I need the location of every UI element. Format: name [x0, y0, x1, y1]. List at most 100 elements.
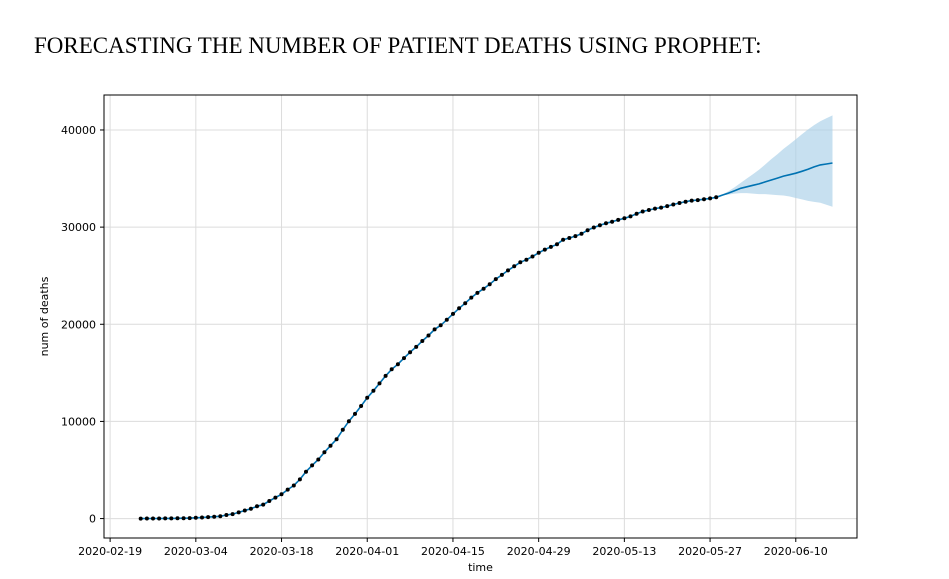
- observed-point: [248, 506, 253, 511]
- observed-point: [683, 199, 688, 204]
- observed-point: [499, 272, 504, 277]
- observed-point: [702, 197, 706, 202]
- observed-point: [200, 515, 204, 520]
- observed-point: [640, 209, 645, 214]
- observed-point: [304, 469, 308, 474]
- observed-point: [187, 516, 192, 521]
- observed-point: [653, 206, 657, 211]
- x-tick-label: 2020-05-13: [592, 545, 656, 558]
- observed-point: [463, 301, 468, 306]
- observed-point: [610, 219, 615, 224]
- axes: 2020-02-19 2020-03-04 2020-03-18 2020-04-01…: [61, 94, 858, 558]
- observed-point: [426, 333, 431, 338]
- y-tick-label: 30000: [61, 221, 96, 234]
- observed-point: [628, 214, 633, 219]
- observed-point: [261, 502, 266, 507]
- observed-point: [212, 514, 217, 519]
- observed-point: [181, 516, 186, 521]
- observed-point: [646, 208, 651, 212]
- observed-point: [677, 201, 682, 205]
- observed-point: [297, 477, 302, 482]
- observed-point: [591, 225, 596, 230]
- observed-point: [328, 443, 333, 448]
- observed-point: [493, 277, 498, 282]
- x-tick-label: 2020-04-01: [335, 545, 399, 558]
- observed-point: [604, 221, 608, 226]
- observed-point: [163, 516, 168, 521]
- observed-point: [518, 260, 523, 265]
- observed-point: [671, 202, 676, 207]
- observed-point: [346, 419, 351, 424]
- forecast-line: [140, 162, 833, 520]
- observed-point: [138, 516, 143, 521]
- y-tick-label: 20000: [61, 318, 96, 331]
- observed-point: [169, 516, 174, 521]
- observed-point: [395, 362, 400, 367]
- observed-point: [524, 257, 529, 262]
- observed-point: [438, 323, 443, 328]
- observed-point: [151, 516, 155, 521]
- observed-point: [689, 198, 694, 203]
- observed-point: [279, 492, 284, 497]
- observed-point: [616, 217, 621, 222]
- observed-point: [389, 367, 394, 372]
- observed-point: [665, 204, 670, 209]
- observed-point: [383, 373, 388, 378]
- observed-point: [236, 510, 241, 515]
- observed-point: [218, 514, 223, 519]
- observed-point: [408, 350, 413, 355]
- forecast-line-layer: [140, 162, 833, 520]
- observed-point: [708, 196, 713, 201]
- y-tick-label: 10000: [61, 415, 96, 428]
- observed-point: [634, 211, 639, 216]
- observed-point: [444, 317, 449, 322]
- observed-point: [597, 223, 602, 228]
- observed-point: [414, 344, 419, 349]
- x-tick-label: 2020-04-29: [507, 545, 571, 558]
- observed-point: [402, 356, 406, 361]
- observed-point: [512, 264, 517, 269]
- observed-points: [138, 195, 719, 521]
- observed-point: [291, 483, 296, 488]
- observed-point: [487, 282, 492, 287]
- x-tick-label: 2020-03-04: [164, 545, 228, 558]
- y-axis-label: num of deaths: [38, 276, 51, 356]
- observed-point: [567, 236, 572, 240]
- observed-point: [144, 516, 149, 521]
- observed-point: [273, 495, 278, 500]
- x-tick-label: 2020-06-10: [764, 545, 828, 558]
- uncertainty-band: [716, 115, 833, 207]
- observed-point: [285, 487, 290, 492]
- observed-point: [157, 516, 162, 521]
- x-axis-label: time: [468, 561, 493, 574]
- observed-point: [561, 237, 566, 242]
- observed-point: [377, 381, 382, 386]
- observed-point: [230, 512, 235, 517]
- observed-point: [714, 195, 719, 200]
- observed-point: [536, 250, 541, 255]
- observed-point: [255, 504, 259, 509]
- observed-point: [579, 231, 584, 236]
- observed-point: [267, 499, 272, 503]
- observed-point: [206, 515, 211, 520]
- observed-point: [322, 450, 327, 455]
- y-tick-label: 0: [89, 513, 96, 526]
- observed-point: [530, 254, 535, 259]
- observed-point: [506, 268, 510, 273]
- confidence-interval: [716, 115, 833, 207]
- observed-point: [469, 295, 474, 300]
- observed-point: [353, 411, 357, 416]
- observed-point: [585, 228, 590, 233]
- observed-point: [316, 457, 321, 462]
- observed-point: [695, 198, 700, 203]
- observed-point: [548, 244, 553, 249]
- observed-point: [359, 404, 364, 408]
- observed-point: [659, 205, 664, 210]
- observed-point: [334, 437, 339, 442]
- observed-point: [573, 234, 578, 239]
- observed-point: [451, 311, 455, 316]
- x-tick-label: 2020-05-27: [678, 545, 742, 558]
- x-tick-label: 2020-03-18: [250, 545, 314, 558]
- y-tick-label: 40000: [61, 124, 96, 137]
